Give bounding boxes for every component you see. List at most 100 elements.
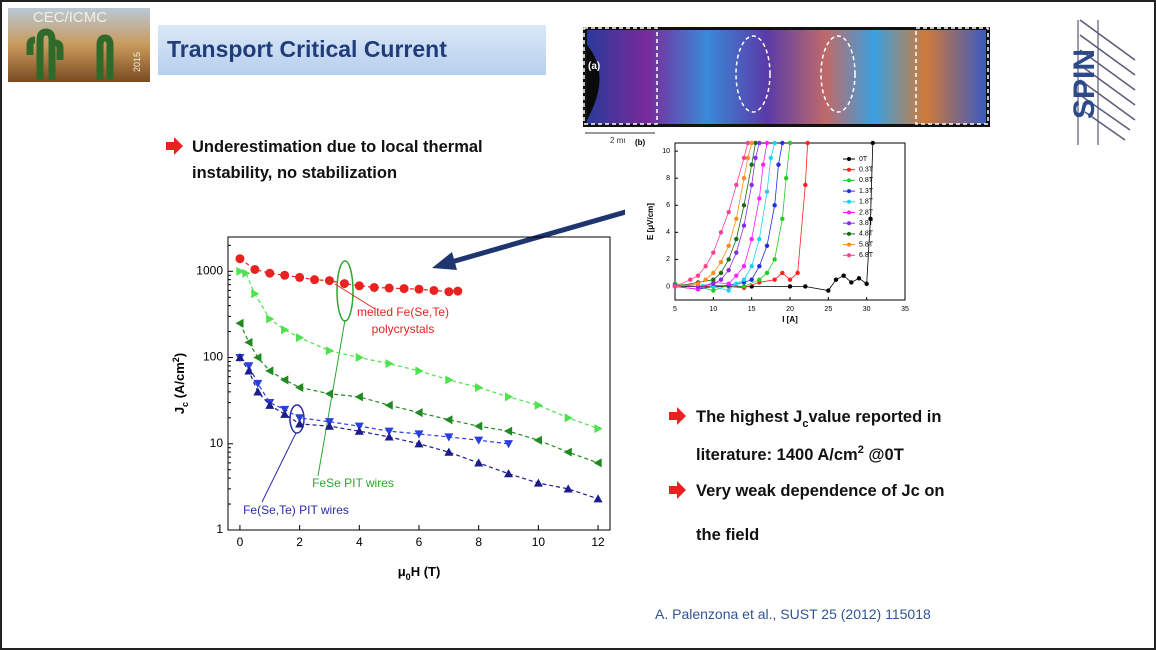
- legend-label: 2.8T: [859, 209, 874, 216]
- micrograph-label: (a): [588, 61, 600, 72]
- data-point: [235, 318, 244, 328]
- series-line: [674, 142, 749, 287]
- data-point: [868, 216, 873, 221]
- micrograph-box: [583, 27, 658, 125]
- data-point: [849, 280, 854, 285]
- series-line: [239, 270, 599, 430]
- data-point: [749, 236, 754, 242]
- annotation: melted Fe(Se,Te): [357, 305, 449, 319]
- data-point: [504, 426, 513, 436]
- data-point: [780, 270, 785, 276]
- data-point: [354, 426, 364, 435]
- slide-title: Transport Critical Current: [167, 36, 447, 62]
- annotation-leader: [334, 283, 376, 310]
- data-point: [251, 289, 260, 299]
- x-tick-label: 20: [786, 306, 794, 313]
- data-point: [749, 182, 754, 188]
- data-point: [688, 277, 693, 282]
- series-line: [239, 357, 599, 500]
- data-point: [734, 273, 739, 278]
- data-point: [295, 382, 304, 392]
- data-point: [444, 415, 453, 425]
- x-tick-label: 35: [901, 306, 909, 313]
- data-point: [310, 275, 320, 285]
- series-line: [239, 258, 458, 293]
- annotation-ellipse: [289, 404, 305, 434]
- data-point: [504, 469, 514, 478]
- y-axis-label-part: (A/cm: [172, 362, 187, 402]
- data-point: [787, 140, 793, 146]
- y-tick-label: 1000: [196, 263, 223, 277]
- data-point: [783, 175, 789, 181]
- y-tick-label: 4: [666, 229, 670, 236]
- x-tick-label: 15: [748, 306, 756, 313]
- data-point: [726, 257, 731, 262]
- data-point: [265, 400, 275, 409]
- data-point: [236, 266, 245, 276]
- data-point: [726, 243, 731, 249]
- data-point: [741, 284, 747, 289]
- data-point: [757, 196, 762, 201]
- data-point: [266, 314, 275, 324]
- data-point: [749, 277, 754, 282]
- data-point: [354, 392, 363, 402]
- data-point: [741, 223, 747, 228]
- legend-label: 4.8T: [859, 231, 874, 238]
- y-tick-label: 0: [666, 283, 670, 290]
- data-point: [295, 414, 305, 423]
- legend-marker: [847, 178, 851, 183]
- x-axis-label: μ0H (T): [398, 564, 441, 582]
- y-tick-label: 6: [666, 202, 670, 209]
- data-point: [805, 140, 810, 146]
- annotation-leader: [317, 319, 346, 477]
- y-axis-label-part: J: [172, 407, 187, 414]
- x-tick-label: 0: [237, 535, 244, 549]
- legend-marker: [847, 253, 851, 258]
- data-point: [444, 447, 454, 456]
- data-point: [384, 427, 394, 436]
- data-point: [772, 257, 777, 262]
- bullet-text: the field: [696, 526, 759, 544]
- y-axis-label: E [μV/cm]: [646, 203, 655, 240]
- x-tick-label: 12: [591, 535, 605, 549]
- data-point: [764, 140, 770, 146]
- y-tick-label: 10: [662, 148, 670, 155]
- data-point: [780, 140, 785, 146]
- data-point: [749, 140, 754, 146]
- x-axis-label-part: H (T): [411, 564, 441, 579]
- legend-label: 0.3T: [859, 167, 874, 174]
- y-axis-label-part: 2: [171, 357, 181, 362]
- data-point: [826, 288, 831, 293]
- spin-logo: [1077, 19, 1136, 145]
- bullet-text: literature: 1400 A/cm2 @0T: [696, 444, 904, 464]
- bullet-part: The highest J: [696, 408, 802, 426]
- data-point: [369, 282, 379, 292]
- data-point: [414, 284, 424, 294]
- data-point: [324, 389, 334, 399]
- data-point: [384, 283, 394, 293]
- x-tick-label: 2: [296, 535, 303, 549]
- legend-marker: [847, 221, 851, 226]
- x-tick-label: 30: [863, 306, 871, 313]
- data-point: [325, 346, 334, 356]
- data-point: [281, 325, 290, 335]
- annotation-leader: [261, 432, 297, 503]
- micrograph-ellipse: [735, 35, 771, 113]
- legend-label: 3.8T: [859, 220, 874, 227]
- data-point: [734, 216, 739, 221]
- data-point: [594, 424, 603, 434]
- data-point: [718, 270, 724, 276]
- legend-label: 1.3T: [859, 188, 874, 195]
- legend-marker: [847, 231, 851, 236]
- x-tick-label: 10: [709, 306, 717, 313]
- data-point: [734, 281, 739, 286]
- data-point: [504, 440, 514, 449]
- data-point: [280, 375, 289, 385]
- spin-text: SPIN: [1068, 49, 1101, 119]
- data-point: [757, 277, 762, 282]
- data-point: [864, 281, 869, 286]
- legend-marker: [847, 157, 851, 161]
- data-point: [265, 366, 274, 376]
- data-point: [870, 140, 875, 146]
